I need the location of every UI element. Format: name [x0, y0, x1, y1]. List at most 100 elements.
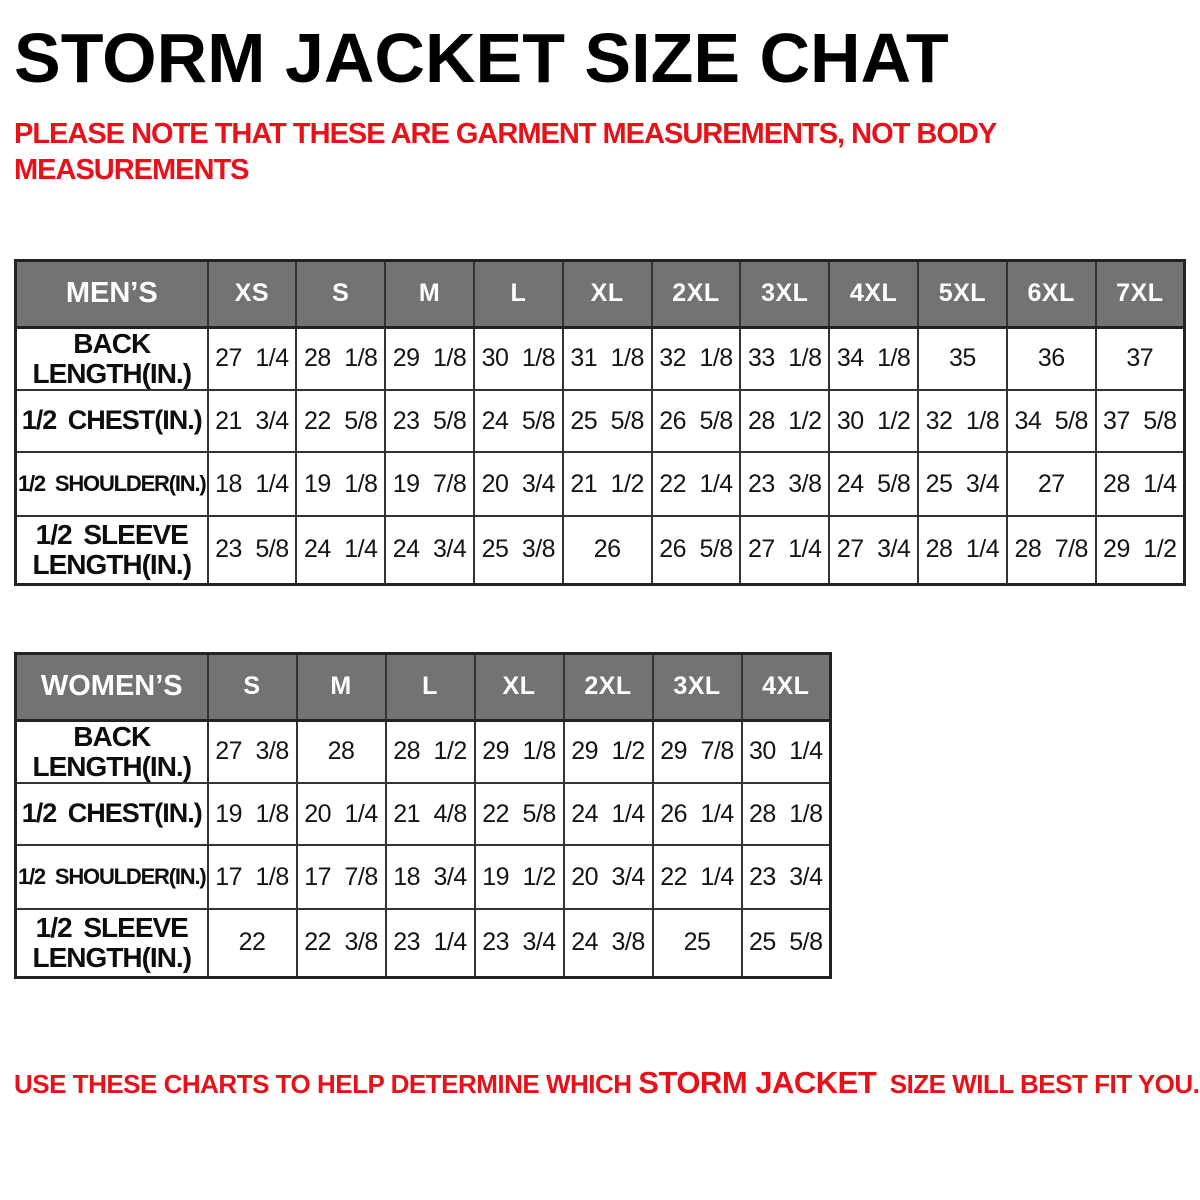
measurement-value-cell: 18 1/4: [206, 451, 298, 518]
measurement-value-cell: 24 3/8: [562, 908, 654, 978]
garment-measurement-note: PLEASE NOTE THAT THESE ARE GARMENT MEASU…: [14, 117, 997, 187]
size-column-header: XL: [473, 652, 565, 722]
measurement-value-cell: 22 1/4: [650, 451, 742, 518]
measurement-row: 1/2 CHEST(IN.) 19 1/8 20 1/4 21 4/8 22 5/8 24…: [14, 782, 832, 846]
measurement-value-cell: 28 1/4: [917, 515, 1008, 586]
womens-size-table: WOMEN’S S M L XL 2XL 3XL 4XL BACK LENGTH(IN.) 27 …: [14, 651, 832, 979]
measurement-value-cell: 23 3/4: [473, 908, 565, 978]
measurement-value-cell: 30 1/4: [740, 719, 832, 784]
measurement-value-cell: 25 5/8: [740, 908, 832, 978]
measurement-value-cell: 19 1/8: [295, 451, 387, 518]
size-column-header: L: [384, 652, 476, 722]
size-column-header: 3XL: [651, 652, 743, 722]
measurement-value-cell: 32 1/8: [650, 326, 742, 392]
measurement-value-cell: 20 3/4: [472, 451, 564, 518]
measurement-value-cell: 28 1/2: [739, 389, 831, 454]
measurement-row-label: 1/2 SLEEVE LENGTH(IN.): [14, 515, 209, 586]
measurement-value-cell: 21 3/4: [206, 389, 298, 454]
size-column-header: M: [384, 259, 475, 329]
size-column-header: 4XL: [828, 259, 919, 329]
measurement-row: 1/2 SHOULDER(IN.) 17 1/8 17 7/8 18 3/4 19 1/…: [14, 844, 832, 910]
measurement-row: 1/2 SLEEVE LENGTH(IN.) 22 22 3/8 23 1/4 23 3…: [14, 908, 832, 978]
measurement-value-cell: 32 1/8: [917, 389, 1008, 454]
measurement-value-cell: 22: [206, 908, 298, 978]
measurement-value-cell: 29 7/8: [651, 719, 743, 784]
measurement-value-cell: 23 5/8: [384, 389, 475, 454]
gender-header: MEN’S: [14, 259, 209, 329]
measurement-value-cell: 19 1/2: [473, 844, 565, 910]
measurement-value-cell: 17 7/8: [295, 844, 387, 910]
measurement-row-label: 1/2 SLEEVE LENGTH(IN.): [14, 908, 209, 978]
measurement-value-cell: 24 3/4: [384, 515, 475, 586]
measurement-value-cell: 31 1/8: [561, 326, 653, 392]
footer-note-highlight: STORM JACKET: [638, 1064, 877, 1100]
size-column-header: L: [472, 259, 564, 329]
measurement-row-label: 1/2 SHOULDER(IN.): [14, 844, 209, 910]
measurement-value-cell: 18 3/4: [384, 844, 476, 910]
measurement-value-cell: 33 1/8: [739, 326, 831, 392]
size-column-header: 2XL: [562, 652, 654, 722]
footer-note-prefix: USE THESE CHARTS TO HELP DETERMINE WHICH: [14, 1068, 639, 1099]
measurement-value-cell: 26 1/4: [651, 782, 743, 846]
measurement-value-cell: 24 1/4: [562, 782, 654, 846]
measurement-value-cell: 25 3/8: [472, 515, 564, 586]
measurement-row: 1/2 SHOULDER(IN.) 18 1/4 19 1/8 19 7/8 20 3/…: [14, 451, 1186, 518]
size-column-header: 4XL: [740, 652, 832, 722]
measurement-value-cell: 37: [1094, 326, 1186, 392]
measurement-value-cell: 22 1/4: [651, 844, 743, 910]
measurement-row-label: BACK LENGTH(IN.): [14, 326, 209, 392]
measurement-value-cell: 19 1/8: [206, 782, 298, 846]
measurement-row: BACK LENGTH(IN.) 27 3/8 28 28 1/2 29 1/8 29 1…: [14, 719, 832, 784]
size-column-header: 5XL: [917, 259, 1008, 329]
size-column-header: 2XL: [650, 259, 742, 329]
measurement-value-cell: 23 3/4: [740, 844, 832, 910]
measurement-value-cell: 27: [1005, 451, 1097, 518]
measurement-value-cell: 24 5/8: [828, 451, 919, 518]
measurement-value-cell: 20 3/4: [562, 844, 654, 910]
measurement-value-cell: 34 1/8: [828, 326, 919, 392]
measurement-value-cell: 27 3/8: [206, 719, 298, 784]
measurement-value-cell: 26 5/8: [650, 515, 742, 586]
measurement-value-cell: 30 1/2: [828, 389, 919, 454]
measurement-value-cell: 26: [561, 515, 653, 586]
measurement-value-cell: 29 1/2: [562, 719, 654, 784]
measurement-value-cell: 24 5/8: [472, 389, 564, 454]
measurement-value-cell: 21 1/2: [561, 451, 653, 518]
size-column-header: M: [295, 652, 387, 722]
measurement-value-cell: 27 1/4: [206, 326, 298, 392]
measurement-value-cell: 29 1/8: [473, 719, 565, 784]
measurement-row-label: 1/2 SHOULDER(IN.): [14, 451, 209, 518]
footer-note-suffix: SIZE WILL BEST FIT YOU.: [876, 1068, 1200, 1099]
measurement-value-cell: 37 5/8: [1094, 389, 1186, 454]
measurement-value-cell: 28: [295, 719, 387, 784]
measurement-value-cell: 29 1/2: [1094, 515, 1186, 586]
measurement-value-cell: 19 7/8: [384, 451, 475, 518]
size-column-header: 3XL: [739, 259, 831, 329]
measurement-value-cell: 28 7/8: [1005, 515, 1097, 586]
measurement-value-cell: 25 3/4: [917, 451, 1008, 518]
measurement-row: 1/2 CHEST(IN.) 21 3/4 22 5/8 23 5/8 24 5/8 25…: [14, 389, 1186, 454]
measurement-value-cell: 34 5/8: [1005, 389, 1097, 454]
size-column-header: XS: [206, 259, 298, 329]
size-chart-page: STORM JACKET SIZE CHAT PLEASE NOTE THAT …: [14, 19, 1200, 1101]
size-column-header: 7XL: [1094, 259, 1186, 329]
measurement-value-cell: 24 1/4: [295, 515, 387, 586]
measurement-value-cell: 29 1/8: [384, 326, 475, 392]
measurement-value-cell: 27 1/4: [739, 515, 831, 586]
page-title: STORM JACKET SIZE CHAT: [14, 19, 949, 97]
measurement-value-cell: 20 1/4: [295, 782, 387, 846]
measurement-value-cell: 30 1/8: [472, 326, 564, 392]
measurement-value-cell: 23 3/8: [739, 451, 831, 518]
measurement-value-cell: 23 1/4: [384, 908, 476, 978]
measurement-value-cell: 25 5/8: [561, 389, 653, 454]
measurement-row-label: 1/2 CHEST(IN.): [14, 389, 209, 454]
measurement-row-label: 1/2 CHEST(IN.): [14, 782, 209, 846]
measurement-row-label: BACK LENGTH(IN.): [14, 719, 209, 784]
mens-size-table: MEN’S XS S M L XL 2XL 3XL 4XL 5XL 6XL 7XL BACK LENGT…: [14, 258, 1186, 586]
measurement-value-cell: 17 1/8: [206, 844, 298, 910]
measurement-value-cell: 28 1/2: [384, 719, 476, 784]
measurement-row: BACK LENGTH(IN.) 27 1/4 28 1/8 29 1/8 30 1/8…: [14, 326, 1186, 392]
measurement-value-cell: 27 3/4: [828, 515, 919, 586]
footer-note: USE THESE CHARTS TO HELP DETERMINE WHICH…: [14, 1064, 1200, 1101]
size-column-header: XL: [561, 259, 653, 329]
